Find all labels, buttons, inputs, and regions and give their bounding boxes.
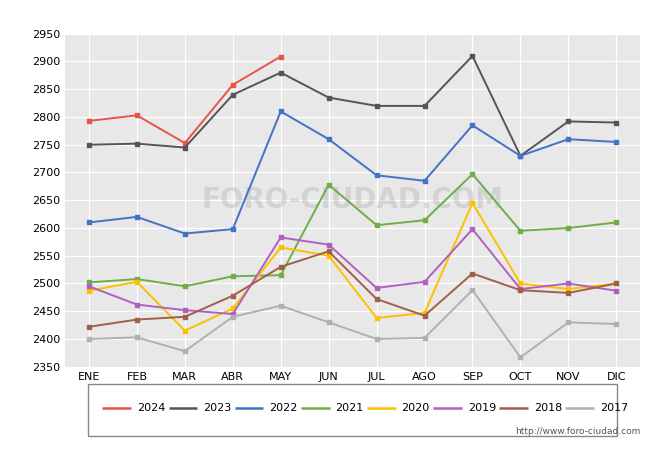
Text: 2020: 2020 xyxy=(402,403,430,414)
Text: 2023: 2023 xyxy=(203,403,231,414)
Text: 2024: 2024 xyxy=(137,403,165,414)
Text: 2021: 2021 xyxy=(335,403,363,414)
Text: 2022: 2022 xyxy=(269,403,298,414)
FancyBboxPatch shape xyxy=(88,384,618,436)
Text: 2019: 2019 xyxy=(468,403,496,414)
Text: Afiliados en Nájera a 31/5/2024: Afiliados en Nájera a 31/5/2024 xyxy=(188,8,462,26)
Text: 2018: 2018 xyxy=(534,403,562,414)
Text: 2017: 2017 xyxy=(600,403,629,414)
Text: FORO-CIUDAD.COM: FORO-CIUDAD.COM xyxy=(202,186,504,214)
Text: http://www.foro-ciudad.com: http://www.foro-ciudad.com xyxy=(515,428,640,436)
